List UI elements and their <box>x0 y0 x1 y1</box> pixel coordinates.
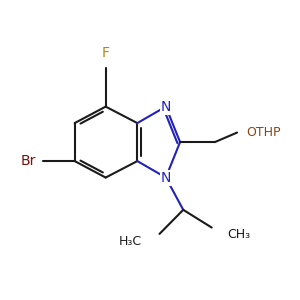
Text: Br: Br <box>20 154 36 168</box>
Text: CH₃: CH₃ <box>228 228 251 241</box>
Text: OTHP: OTHP <box>247 126 281 139</box>
Text: H₃C: H₃C <box>119 235 142 248</box>
Text: N: N <box>160 100 171 114</box>
Text: N: N <box>160 170 171 184</box>
Text: F: F <box>102 46 110 60</box>
